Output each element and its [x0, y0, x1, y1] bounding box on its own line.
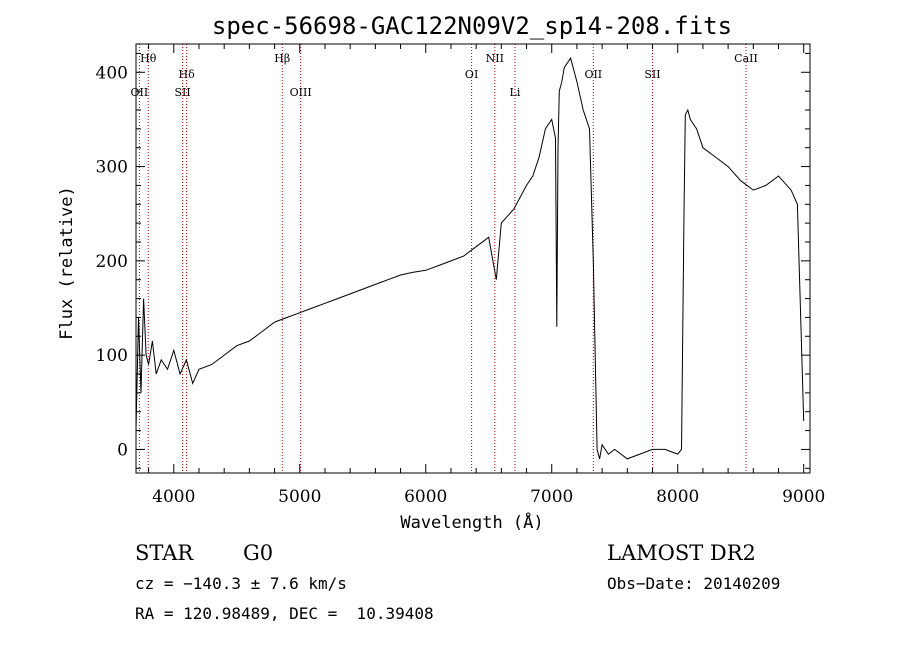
- y-tick-label-2: 200: [96, 252, 128, 272]
- line-marker-label-5: OIII: [290, 86, 312, 99]
- observation-date: Obs−Date: 20140209: [607, 574, 781, 593]
- line-marker-label-2: Hδ: [179, 68, 196, 81]
- x-axis-label: Wavelength (Å): [400, 511, 543, 533]
- line-marker-label-7: NII: [486, 52, 504, 65]
- x-tick-label-0: 4000: [152, 487, 195, 507]
- coordinates: RA = 120.98489, DEC = 10.39408: [135, 604, 434, 623]
- y-tick-label-0: 0: [117, 440, 128, 460]
- object-class: STAR: [135, 541, 194, 565]
- plot-frame: [135, 43, 811, 474]
- y-axis-label: Flux (relative): [57, 186, 77, 340]
- survey-name: LAMOST DR2: [607, 541, 756, 565]
- chart-title: spec-56698-GAC122N09V2_sp14-208.fits: [212, 12, 732, 40]
- line-marker-label-6: OI: [465, 68, 478, 81]
- x-tick-label-3: 7000: [530, 487, 573, 507]
- x-tick-label-1: 5000: [278, 487, 321, 507]
- line-marker-label-1: OII: [131, 86, 149, 99]
- redshift-velocity: cz = −140.3 ± 7.6 km/s: [135, 574, 347, 593]
- line-marker-label-8: Li: [510, 86, 521, 99]
- line-marker-label-4: Hβ: [274, 52, 290, 65]
- spectrum-line: [135, 56, 805, 460]
- line-marker-label-11: CaII: [734, 52, 758, 65]
- x-tick-label-2: 6000: [404, 487, 447, 507]
- line-marker-label-3: SII: [174, 86, 190, 99]
- x-tick-label-4: 8000: [656, 487, 699, 507]
- y-tick-label-4: 400: [96, 63, 128, 83]
- line-marker-label-9: OII: [584, 68, 602, 81]
- y-tick-label-1: 100: [96, 346, 128, 366]
- line-marker-label-10: SII: [644, 68, 660, 81]
- y-tick-label-3: 300: [96, 158, 128, 178]
- object-subclass: G0: [243, 541, 274, 565]
- x-tick-label-5: 9000: [782, 487, 825, 507]
- line-marker-label-0: Hθ: [140, 52, 157, 65]
